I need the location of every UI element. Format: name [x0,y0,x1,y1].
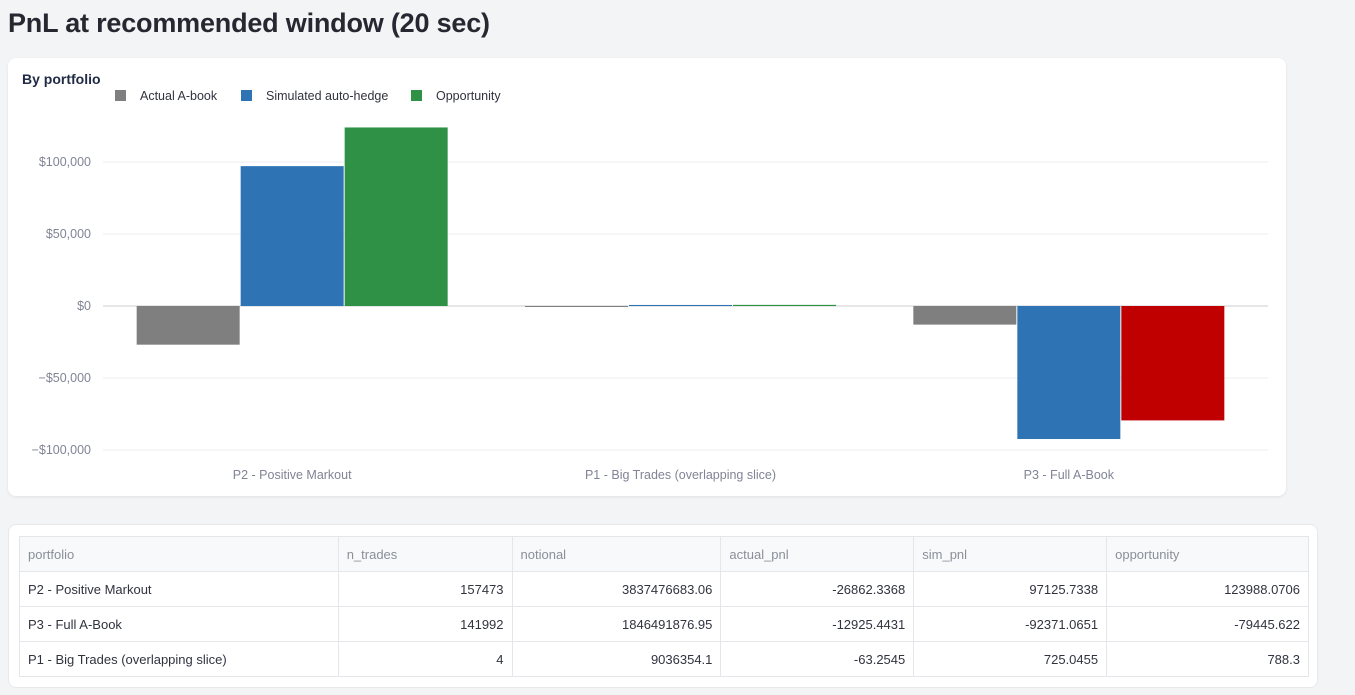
column-header-notional[interactable]: notional [511,536,722,572]
cell-sim-pnl[interactable]: -92371.0651 [913,606,1108,642]
y-tick-label: $100,000 [39,155,91,169]
cell-n-trades[interactable]: 4 [337,641,513,677]
cell-portfolio[interactable]: P1 - Big Trades (overlapping slice) [19,641,339,677]
chart-title: By portfolio [22,71,101,87]
data-table: portfolio n_trades notional actual_pnl s… [19,536,1309,677]
table-row[interactable]: P2 - Positive Markout 157473 3837476683.… [19,571,1309,607]
legend-label-opportunity: Opportunity [436,89,501,103]
table-row[interactable]: P3 - Full A-Book 141992 1846491876.95 -1… [19,606,1309,642]
cell-notional[interactable]: 9036354.1 [511,641,722,677]
chart-card: By portfolio Actual A-book Simulated auto-… [8,58,1286,496]
cell-notional[interactable]: 3837476683.06 [511,571,722,607]
bar-simulated-auto-hedge-p1-big-trades-overlapping-slice [629,304,732,306]
bar-opportunity-p2-positive-markout [344,127,448,306]
bar-chart: By portfolio Actual A-book Simulated auto-… [22,71,1268,482]
x-tick-label: P3 - Full A-Book [1024,468,1115,482]
cell-actual-pnl[interactable]: -63.2545 [720,641,915,677]
bar-simulated-auto-hedge-p3-full-a-book [1017,306,1121,440]
cell-portfolio[interactable]: P3 - Full A-Book [19,606,339,642]
bar-actual-a-book-p2-positive-markout [136,306,240,345]
column-header-n-trades[interactable]: n_trades [337,536,513,572]
column-header-sim-pnl[interactable]: sim_pnl [913,536,1108,572]
legend-label-actual-a-book: Actual A-book [140,89,218,103]
cell-opportunity[interactable]: 788.3 [1106,641,1309,677]
y-tick-label: −$100,000 [32,443,91,457]
cell-notional[interactable]: 1846491876.95 [511,606,722,642]
cell-sim-pnl[interactable]: 97125.7338 [913,571,1108,607]
legend-swatch-opportunity [411,90,422,101]
bar-simulated-auto-hedge-p2-positive-markout [240,166,344,306]
table-row[interactable]: P1 - Big Trades (overlapping slice) 4 90… [19,641,1309,677]
column-header-opportunity[interactable]: opportunity [1106,536,1309,572]
bar-actual-a-book-p1-big-trades-overlapping-slice [525,306,628,307]
x-tick-label: P1 - Big Trades (overlapping slice) [585,468,776,482]
column-header-portfolio[interactable]: portfolio [19,536,339,572]
y-tick-label: $50,000 [46,227,91,241]
legend-swatch-simulated-auto-hedge [241,90,252,101]
cell-actual-pnl[interactable]: -12925.4431 [720,606,915,642]
x-tick-label: P2 - Positive Markout [233,468,352,482]
bar-actual-a-book-p3-full-a-book [913,306,1017,325]
cell-n-trades[interactable]: 157473 [337,571,513,607]
page-title: PnL at recommended window (20 sec) [8,8,490,38]
table-header-row: portfolio n_trades notional actual_pnl s… [19,536,1309,572]
bar-opportunity-p3-full-a-book [1121,306,1225,421]
cell-actual-pnl[interactable]: -26862.3368 [720,571,915,607]
cell-sim-pnl[interactable]: 725.0455 [913,641,1108,677]
table-card: portfolio n_trades notional actual_pnl s… [8,524,1318,688]
cell-n-trades[interactable]: 141992 [337,606,513,642]
y-tick-label: −$50,000 [39,371,92,385]
legend-label-simulated-auto-hedge: Simulated auto-hedge [266,89,388,103]
y-tick-label: $0 [77,299,91,313]
cell-opportunity[interactable]: 123988.0706 [1106,571,1309,607]
legend-swatch-actual-a-book [115,90,126,101]
column-header-actual-pnl[interactable]: actual_pnl [720,536,915,572]
cell-opportunity[interactable]: -79445.622 [1106,606,1309,642]
cell-portfolio[interactable]: P2 - Positive Markout [19,571,339,607]
bar-opportunity-p1-big-trades-overlapping-slice [733,304,836,306]
